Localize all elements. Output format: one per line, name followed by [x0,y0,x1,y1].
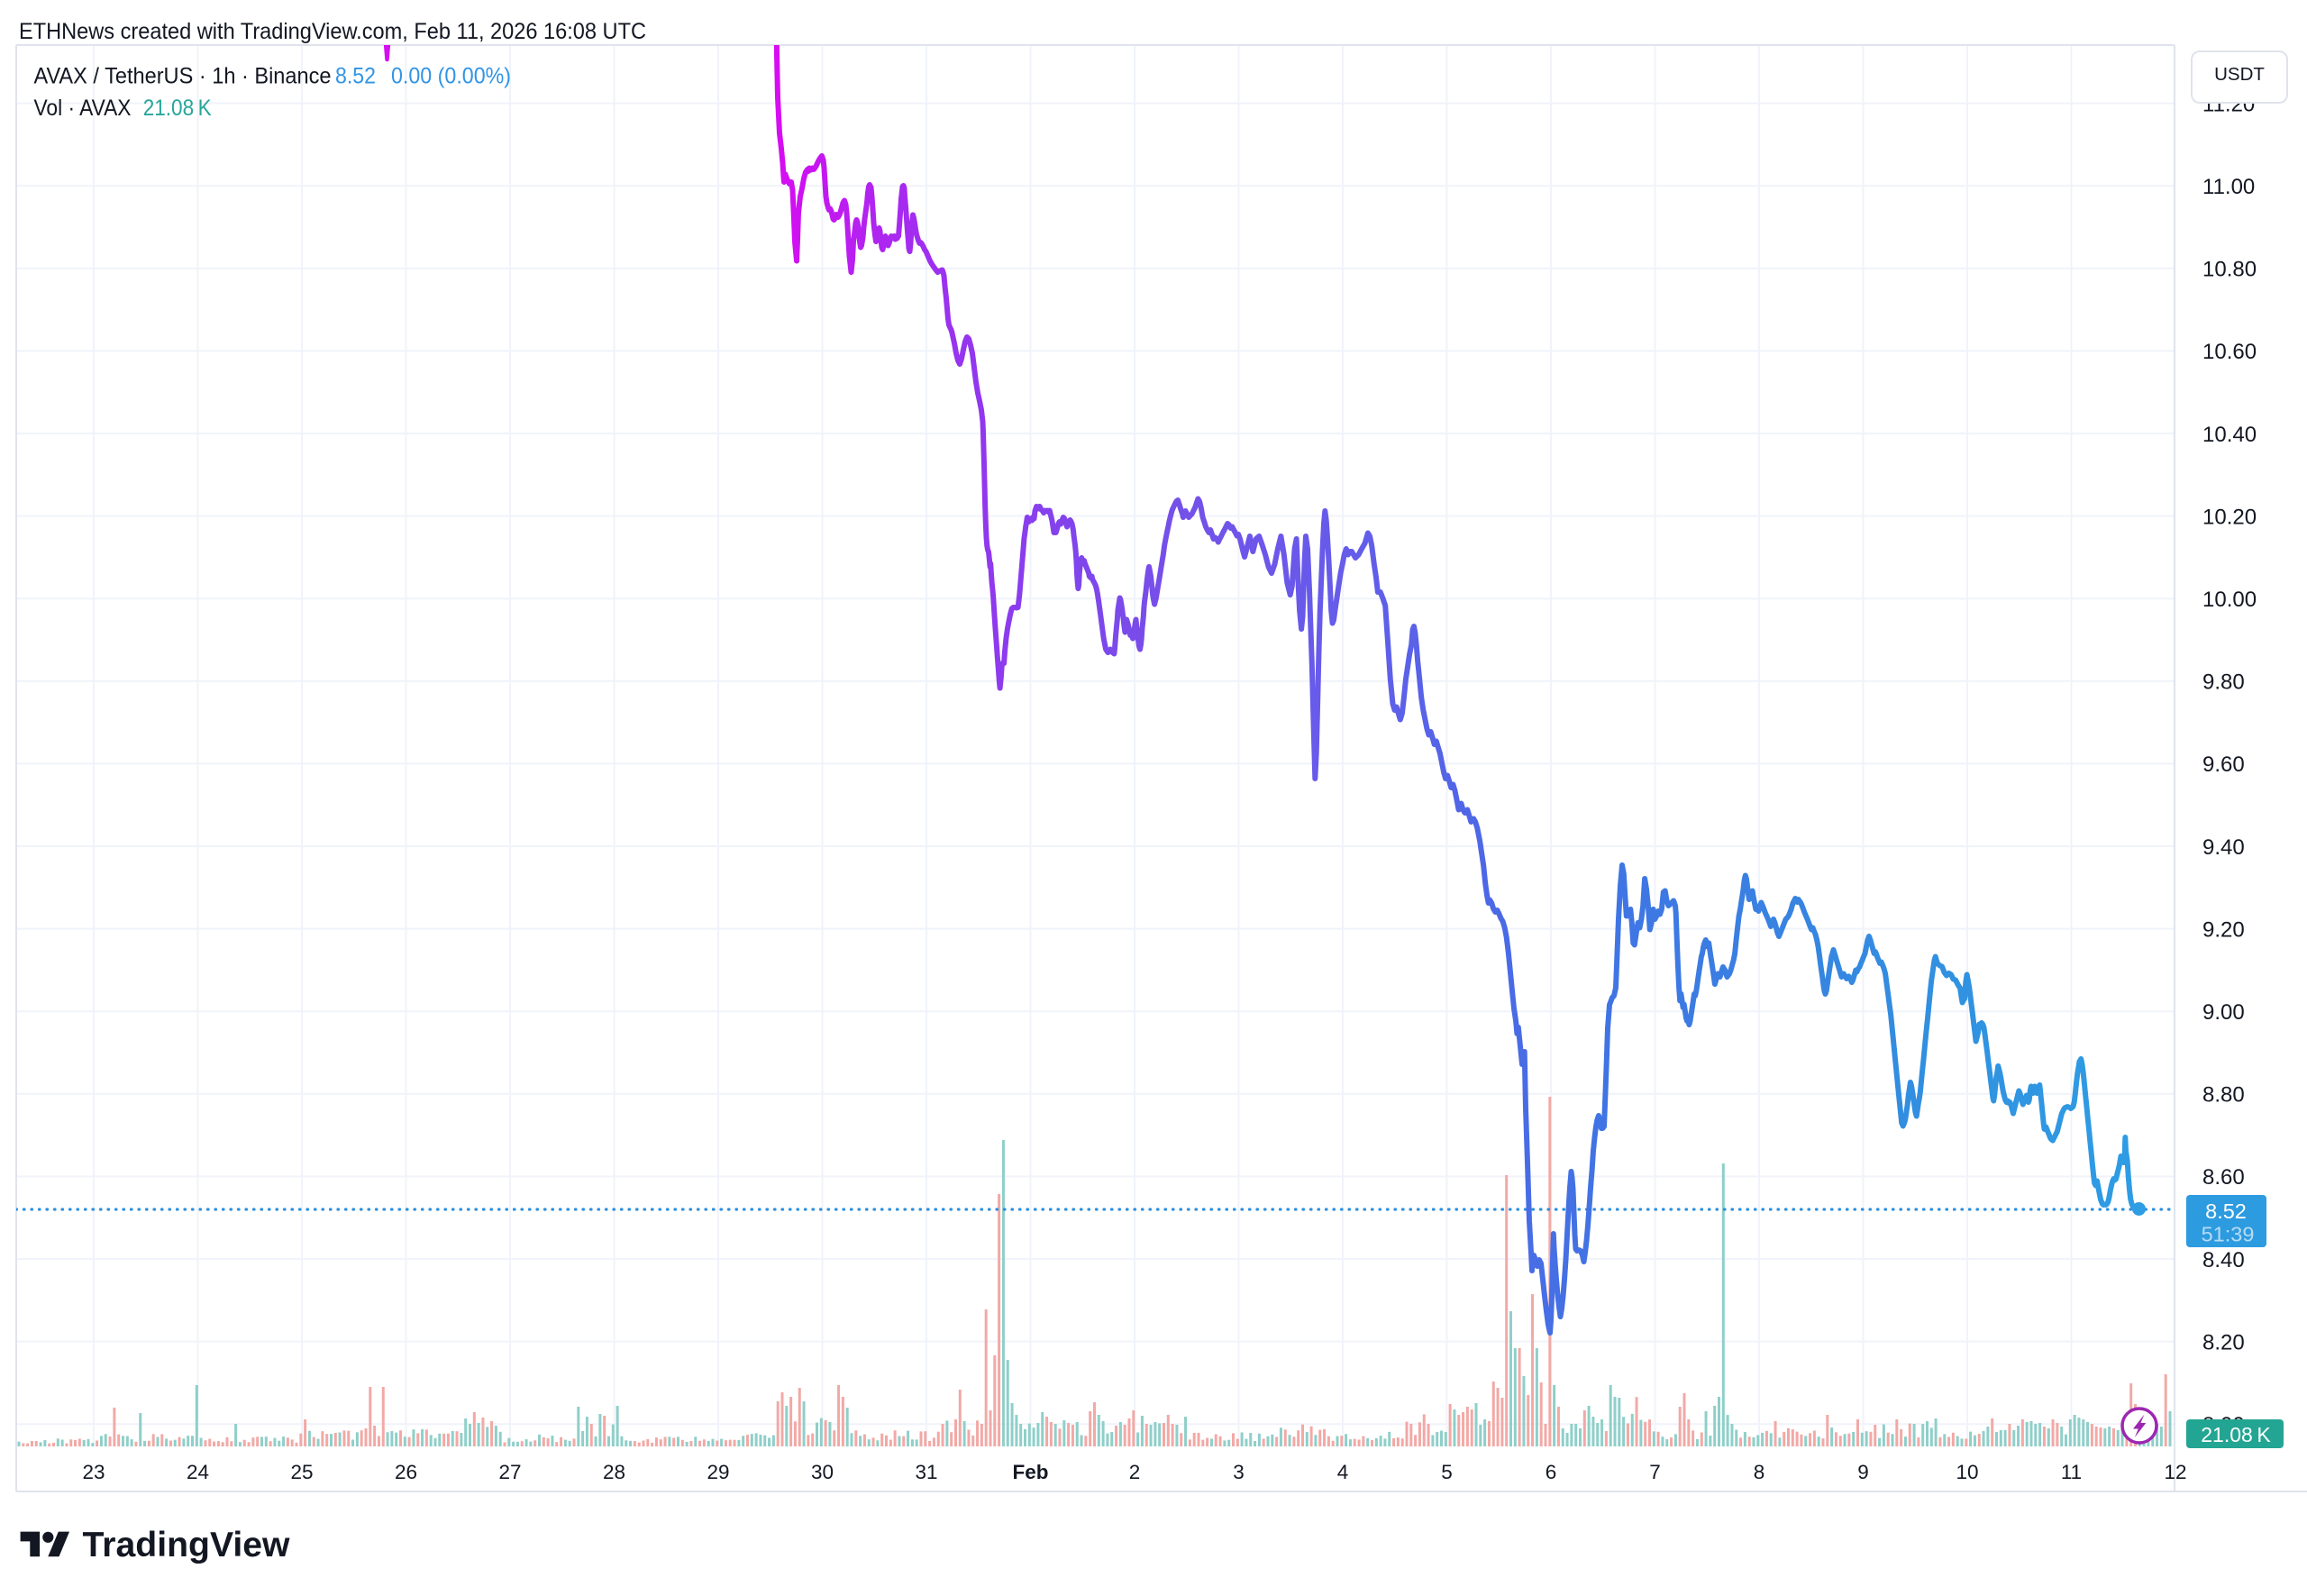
svg-text:25: 25 [290,1461,313,1483]
svg-text:11: 11 [2061,1461,2082,1483]
svg-text:9.40: 9.40 [2202,835,2245,860]
svg-text:6: 6 [1546,1461,1557,1483]
svg-text:24: 24 [187,1461,209,1483]
svg-text:23: 23 [82,1461,105,1483]
svg-text:8.52: 8.52 [2205,1199,2247,1223]
svg-text:8.80: 8.80 [2202,1083,2245,1108]
svg-text:10.20: 10.20 [2202,505,2257,529]
svg-text:51:39: 51:39 [2202,1223,2255,1246]
svg-text:7: 7 [1649,1461,1661,1483]
svg-text:9.60: 9.60 [2202,752,2245,777]
svg-text:8.52: 8.52 [335,64,376,89]
svg-text:TradingView: TradingView [83,1526,291,1564]
svg-text:8.60: 8.60 [2202,1165,2245,1190]
svg-text:10: 10 [1956,1461,1978,1483]
svg-text:21.08 K: 21.08 K [2201,1423,2271,1446]
svg-text:28: 28 [603,1461,625,1483]
svg-text:0.00 (0.00%): 0.00 (0.00%) [391,64,511,89]
svg-text:21.08 K: 21.08 K [143,96,212,121]
svg-text:31: 31 [915,1461,937,1483]
svg-text:10.00: 10.00 [2202,588,2257,612]
svg-text:26: 26 [395,1461,417,1483]
svg-text:9.00: 9.00 [2202,1000,2245,1025]
svg-text:10.40: 10.40 [2202,423,2257,447]
svg-text:4: 4 [1337,1461,1349,1483]
svg-text:27: 27 [498,1461,521,1483]
svg-text:29: 29 [707,1461,729,1483]
svg-text:11.00: 11.00 [2202,175,2255,199]
svg-text:9.80: 9.80 [2202,670,2245,695]
svg-text:USDT: USDT [2214,64,2265,85]
svg-text:3: 3 [1233,1461,1245,1483]
svg-text:8: 8 [1754,1461,1765,1483]
svg-text:2: 2 [1129,1461,1141,1483]
svg-text:30: 30 [811,1461,834,1483]
svg-text:AVAX / TetherUS · 1h · Binance: AVAX / TetherUS · 1h · Binance [34,64,332,89]
svg-text:10.80: 10.80 [2202,258,2257,282]
svg-text:ETHNews created with TradingVi: ETHNews created with TradingView.com, Fe… [19,19,646,44]
svg-text:Feb: Feb [1012,1461,1048,1483]
svg-text:Vol · AVAX: Vol · AVAX [34,96,132,121]
svg-text:12: 12 [2164,1461,2186,1483]
svg-text:8.20: 8.20 [2202,1330,2245,1354]
svg-text:8.40: 8.40 [2202,1248,2245,1272]
svg-text:9: 9 [1857,1461,1869,1483]
svg-text:9.20: 9.20 [2202,917,2245,942]
svg-text:5: 5 [1441,1461,1453,1483]
svg-text:10.60: 10.60 [2202,340,2257,364]
